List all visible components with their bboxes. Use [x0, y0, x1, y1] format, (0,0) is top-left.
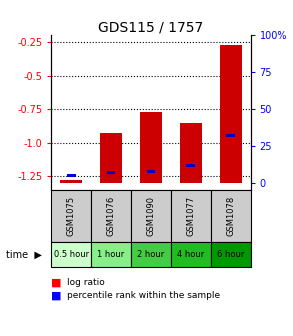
Bar	[180, 123, 202, 183]
Bar	[107, 171, 115, 174]
Text: GSM1076: GSM1076	[107, 196, 115, 236]
Bar	[60, 180, 82, 183]
Bar	[186, 164, 195, 167]
Text: 6 hour: 6 hour	[217, 250, 244, 259]
Bar	[226, 134, 235, 137]
Text: percentile rank within the sample: percentile rank within the sample	[67, 291, 221, 300]
Bar	[220, 45, 241, 183]
Text: 4 hour: 4 hour	[177, 250, 205, 259]
Text: GSM1077: GSM1077	[186, 196, 195, 236]
Text: ■: ■	[51, 277, 62, 287]
Bar	[140, 112, 162, 183]
Bar	[67, 174, 76, 177]
Bar	[146, 170, 155, 173]
Bar	[100, 133, 122, 183]
Text: 1 hour: 1 hour	[97, 250, 125, 259]
Text: time  ▶: time ▶	[6, 250, 42, 259]
Text: GSM1090: GSM1090	[146, 196, 155, 236]
Text: ■: ■	[51, 291, 62, 301]
Title: GDS115 / 1757: GDS115 / 1757	[98, 20, 204, 34]
Text: GSM1078: GSM1078	[226, 196, 235, 236]
Text: GSM1075: GSM1075	[67, 196, 76, 236]
Text: 2 hour: 2 hour	[137, 250, 165, 259]
Text: 0.5 hour: 0.5 hour	[54, 250, 89, 259]
Text: log ratio: log ratio	[67, 278, 105, 287]
